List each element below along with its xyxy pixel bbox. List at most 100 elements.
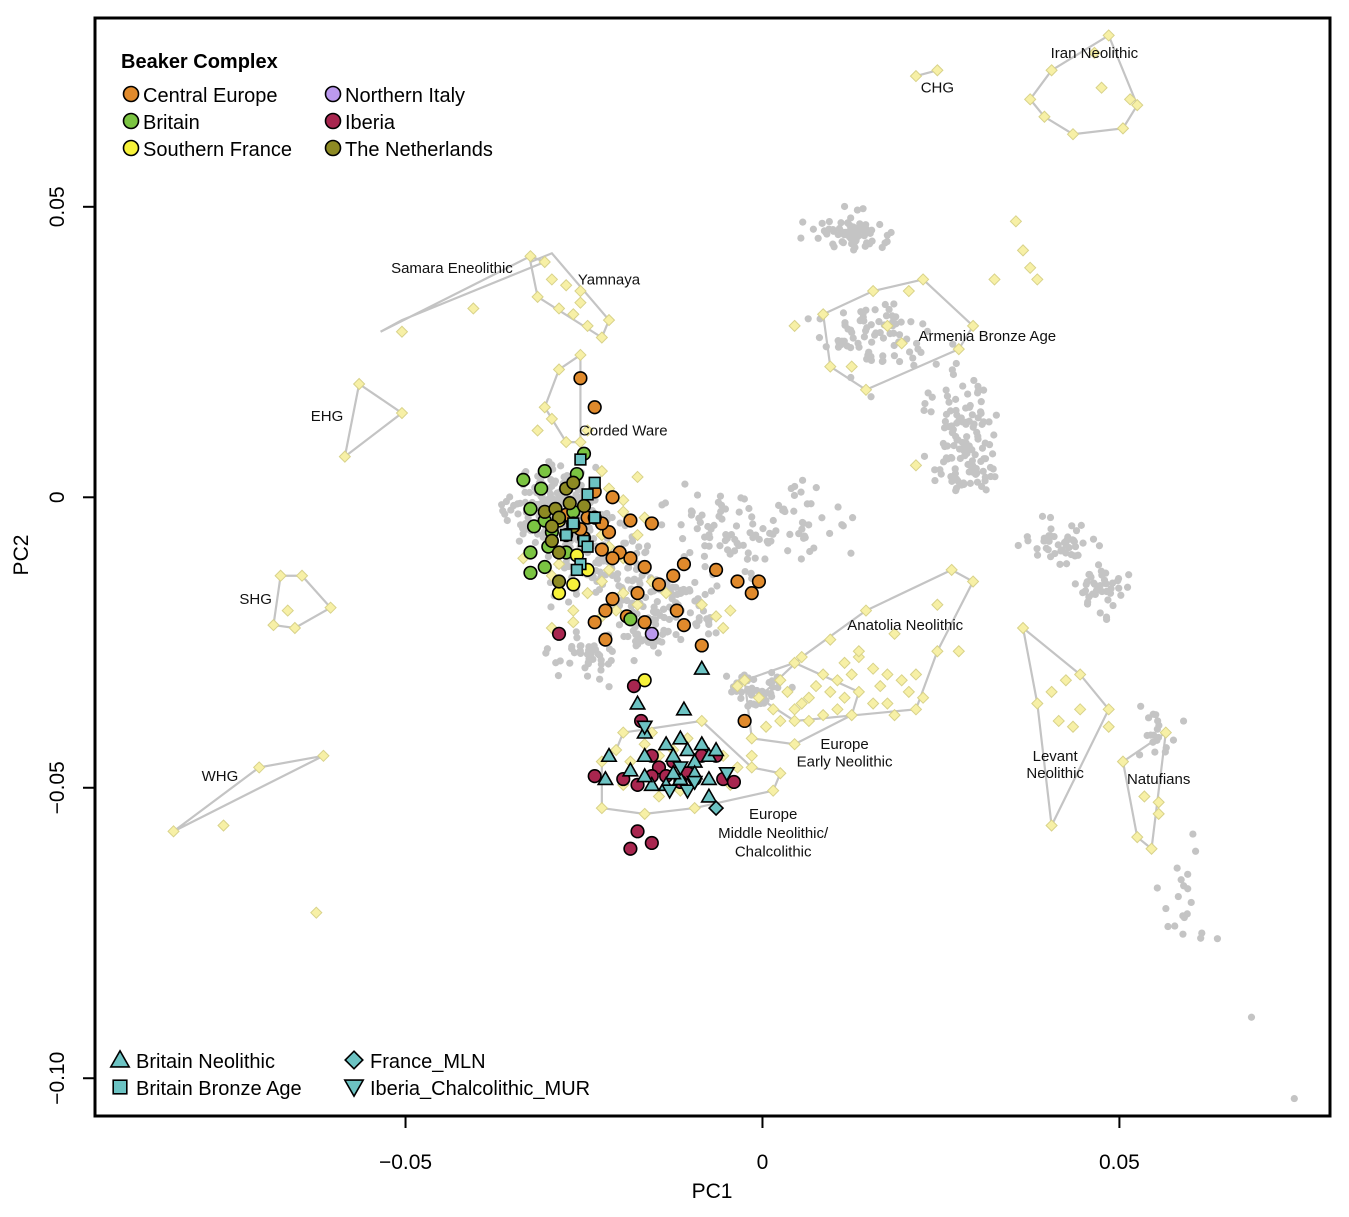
reference-diamond [724,604,737,617]
beaker-point [566,577,581,592]
background-point [1177,876,1185,884]
background-point [1014,541,1022,550]
background-point [498,501,506,509]
background-point [596,675,604,683]
background-point [803,500,811,508]
background-point [1038,512,1047,520]
reference-diamond [1023,261,1037,275]
background-point [834,503,842,511]
beaker-point [637,673,652,688]
background-point [695,514,703,522]
reference-diamond [1102,720,1115,733]
background-point [977,398,985,406]
group-labels: Samara Eneolithic Yamnaya EHG SHG WHG Corded … [202,45,1191,861]
background-point [921,399,929,408]
background-point [547,603,555,611]
background-point [859,313,867,321]
background-point [804,315,812,323]
reference-diamond [838,656,851,670]
reference-diamond [738,674,751,687]
reference-diamond [895,674,908,687]
reference-diamond [731,679,744,693]
background-point [962,404,970,412]
background-point [658,521,666,529]
background-point [565,562,573,571]
background-point [1151,748,1159,756]
background-point [952,395,960,403]
background-point [677,635,685,644]
reference-series-point [664,764,682,780]
background-point [748,513,756,521]
beaker-point [676,617,692,633]
background-point [1290,1094,1298,1103]
background-point [1072,527,1081,535]
background-point [681,480,689,488]
reference-diamond [816,668,830,681]
background-point [914,345,922,353]
beaker-point [587,615,602,630]
background-point [882,312,891,320]
reference-diamond [581,424,594,437]
reference-diamond [816,308,830,321]
background-point [892,313,900,321]
background-point [964,390,972,398]
reference-diamond [745,749,758,763]
reference-series-point [643,775,661,792]
background-point [952,359,960,368]
background-point [1171,922,1179,930]
background-point [798,525,806,533]
background-point [615,582,623,590]
background-point [890,300,898,308]
reference-diamond [595,464,609,478]
background-point [745,504,753,513]
background-point [797,555,805,563]
reference-diamond [538,401,551,414]
group-label: Levant [1033,748,1079,765]
plot-frame [93,16,1332,1118]
beaker-point [630,824,645,839]
reference-diamond [352,377,366,391]
background-point [876,329,884,337]
beaker-point [637,559,652,575]
reference-diamond [1152,807,1165,821]
background-point [927,408,935,416]
background-point [909,354,917,362]
group-label: Yamnaya [578,271,641,288]
reference-diamond [1038,110,1051,123]
background-point [506,493,514,501]
background-point [947,453,955,462]
background-point [1023,533,1031,541]
background-point [731,535,739,544]
background-point [544,552,552,561]
background-point [988,450,997,458]
group-label: Anatolia Neolithic [847,617,963,634]
background-point [868,226,876,234]
beaker-point [651,577,667,592]
background-point [865,240,874,248]
background-point [849,334,857,342]
background-point [761,555,769,563]
background-point [554,672,563,680]
background-point [660,613,668,622]
background-point [1125,571,1133,579]
background-point [672,630,680,639]
background-point [980,418,988,426]
background-point [837,219,845,227]
background-point [1079,539,1087,547]
beaker-point [587,769,602,784]
background-point [691,578,699,587]
background-point [769,530,777,538]
background-point [576,642,584,650]
background-point [1067,550,1075,559]
background-point [1180,882,1188,890]
background-point [732,522,741,530]
background-point [848,514,857,522]
background-point [746,529,754,537]
background-point [686,609,694,617]
reference-diamond [1045,819,1058,832]
background-point [1068,536,1077,544]
background-point [947,472,955,481]
legend-label: Britain Neolithic [136,1051,275,1073]
beaker-point [566,475,581,490]
background-point [716,492,725,500]
